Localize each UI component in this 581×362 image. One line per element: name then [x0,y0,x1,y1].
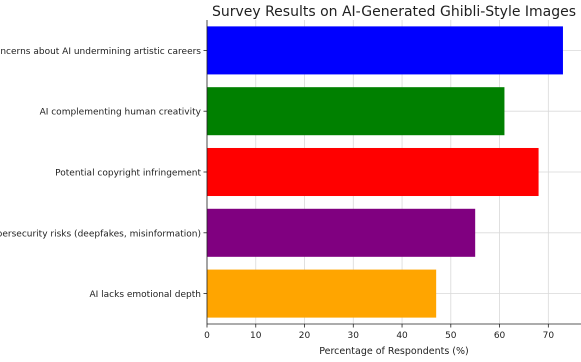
x-tick-label: 0 [204,331,210,341]
y-category-label: Cybersecurity risks (deepfakes, misinfor… [0,229,201,239]
bar [207,269,437,318]
bar [207,208,476,257]
bars [207,26,563,318]
bar [207,147,539,197]
x-tick-label: 10 [250,331,262,341]
y-category-label: AI lacks emotional depth [89,290,201,300]
y-category-label: Potential copyright infringement [55,169,201,179]
y-category-label: Concerns about AI undermining artistic c… [0,47,201,57]
y-category-label: AI complementing human creativity [40,108,202,118]
y-axis-category-labels: Concerns about AI undermining artistic c… [0,47,207,300]
x-tick-label: 70 [543,331,555,341]
x-tick-label: 30 [348,331,360,341]
bar [207,87,505,136]
x-axis-label: Percentage of Respondents (%) [319,346,469,357]
bar [207,26,563,75]
x-axis-ticks: 0 10 20 30 40 50 60 70 [204,324,554,341]
x-tick-label: 60 [494,331,506,341]
chart-title: Survey Results on AI-Generated Ghibli-St… [212,4,576,20]
x-tick-label: 40 [396,331,408,341]
x-tick-label: 20 [299,331,311,341]
x-tick-label: 50 [445,331,457,341]
